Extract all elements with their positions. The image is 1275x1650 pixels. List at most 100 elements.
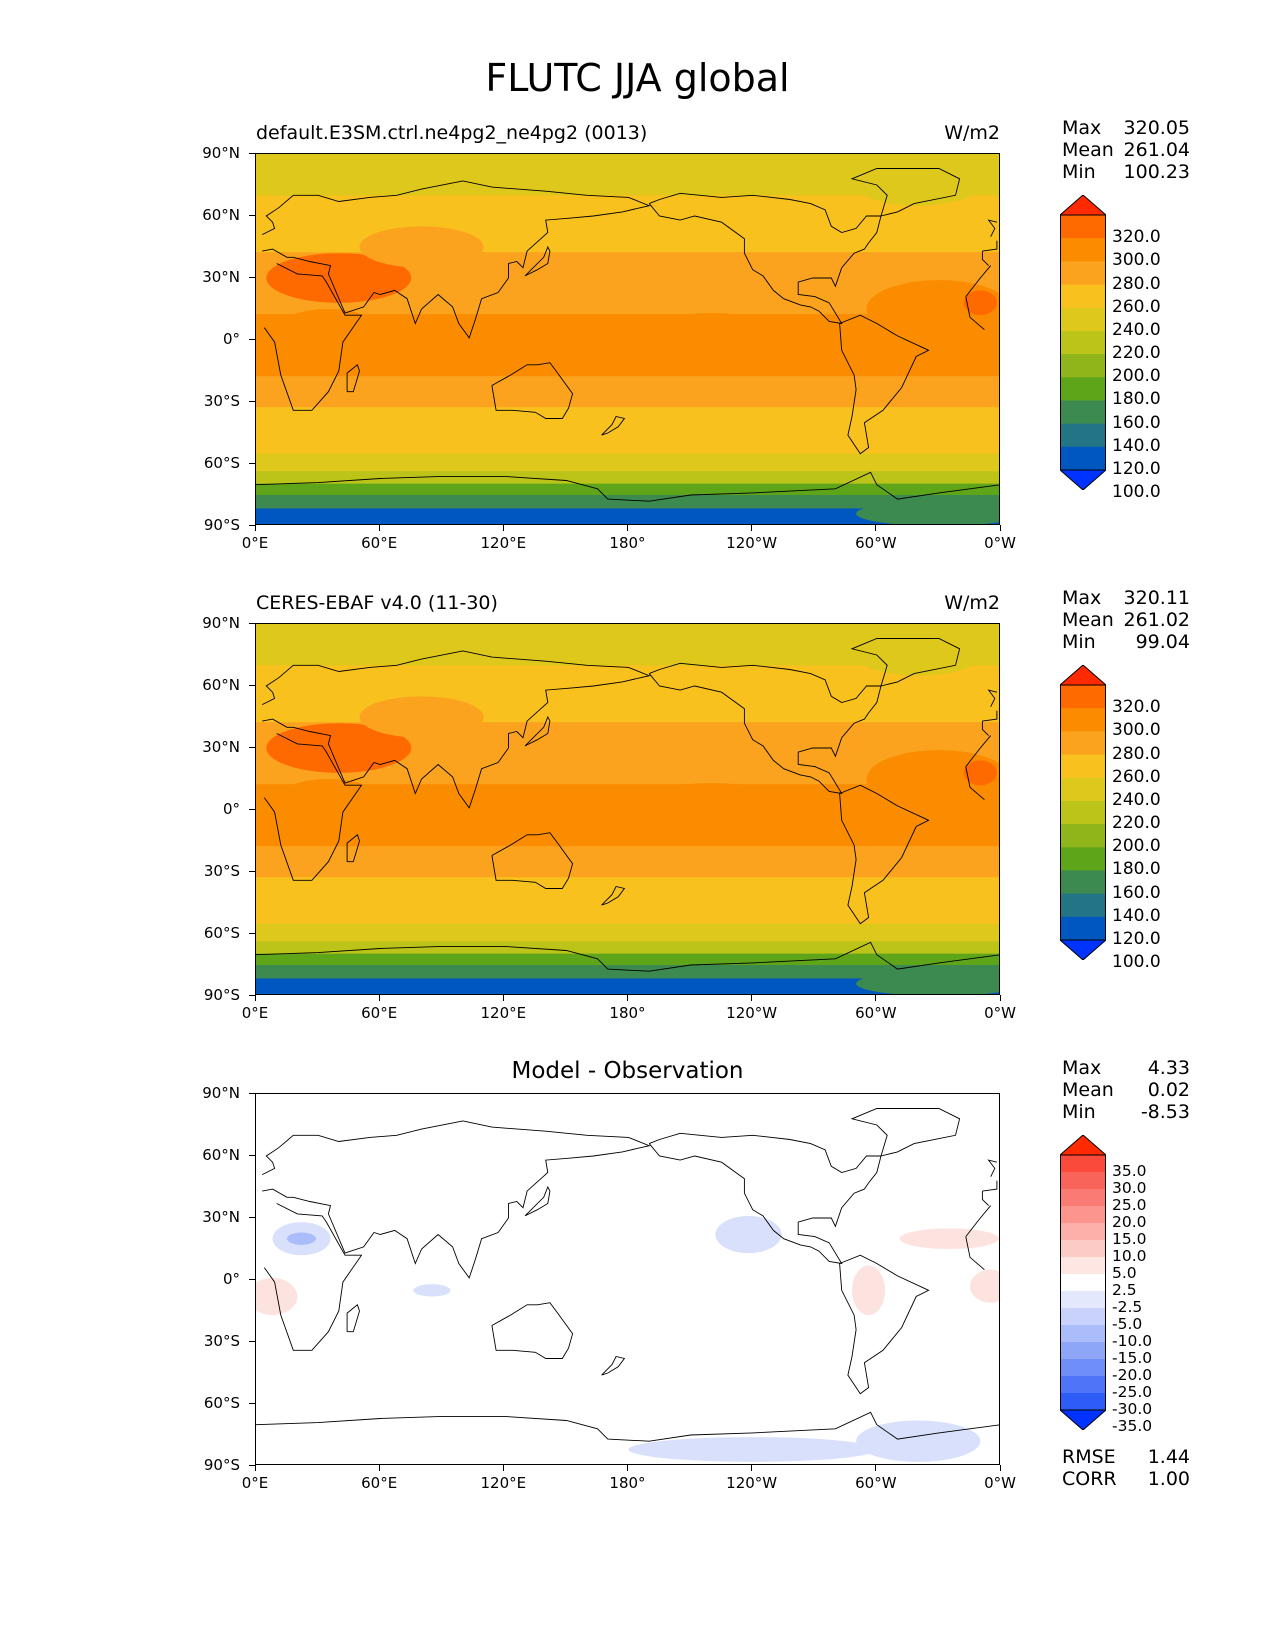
zonal-band	[256, 846, 999, 878]
lon-tick-mark	[875, 1465, 877, 1471]
colorbar-tick-label: 15.0	[1112, 1230, 1147, 1248]
field-contour	[359, 226, 484, 268]
field-contour	[856, 501, 999, 524]
lon-tick-mark	[378, 525, 380, 531]
colorbar-box	[1060, 800, 1106, 825]
colorbar-box	[1060, 1325, 1106, 1343]
colorbar-box	[1060, 685, 1106, 709]
lat-tick-label: 0°	[222, 1270, 240, 1288]
diff-contour	[969, 1269, 999, 1303]
lat-tick-mark	[249, 684, 255, 686]
zonal-band	[256, 624, 999, 646]
lat-tick-mark	[249, 462, 255, 464]
lat-tick-mark	[249, 1340, 255, 1342]
model-map	[255, 153, 1000, 525]
lon-tick-mark	[254, 1465, 256, 1471]
coastline-australia	[491, 362, 574, 419]
colorbar-tick-label: 280.0	[1112, 273, 1161, 294]
zonal-band	[256, 495, 999, 509]
zonal-band	[256, 471, 999, 485]
coastline-samerica	[839, 1254, 930, 1395]
colorbar-extend-top	[1058, 194, 1108, 216]
stat-min-value: -8.53	[1140, 1101, 1190, 1123]
diff-contour	[256, 1277, 298, 1316]
coastline-africa	[965, 735, 992, 767]
colorbar-tick-label: 100.0	[1112, 482, 1161, 503]
colorbar-tick-label: 35.0	[1112, 1162, 1147, 1180]
diff-contour	[413, 1284, 451, 1297]
colorbar-tick-label: 20.0	[1112, 1213, 1147, 1231]
zonal-band	[256, 483, 999, 496]
colorbar-box	[1060, 708, 1106, 732]
coastline-namerica	[648, 662, 882, 795]
colorbar-tick-label: 200.0	[1112, 836, 1161, 857]
coastline-namerica	[648, 1132, 882, 1265]
field-contour	[856, 971, 999, 994]
colorbar-tick-label: 180.0	[1112, 389, 1161, 410]
colorbar-box	[1060, 1206, 1106, 1224]
colorbar-tick-label: 280.0	[1112, 743, 1161, 764]
lon-tick-label: 120°E	[480, 1004, 527, 1022]
lat-tick-mark	[249, 1278, 255, 1280]
lat-tick-mark	[249, 622, 255, 624]
lat-tick-mark	[249, 1464, 255, 1466]
colorbar-frame	[1060, 214, 1106, 471]
stat-label: Min	[1062, 1101, 1096, 1123]
lon-tick-mark	[999, 995, 1001, 1001]
field-contour	[825, 329, 929, 371]
colorbar-box	[1060, 1172, 1106, 1190]
lat-tick-label: 60°S	[203, 1394, 240, 1412]
lon-tick-label: 180°	[609, 1004, 646, 1022]
stat-label: Max	[1062, 1057, 1102, 1079]
colorbar-tick-label: -35.0	[1112, 1417, 1153, 1435]
stat-label: Min	[1062, 161, 1096, 183]
colorbar-tick-label: 220.0	[1112, 813, 1161, 834]
coastline-namerica	[648, 192, 882, 325]
colorbar-tick-label: 220.0	[1112, 343, 1161, 364]
colorbar-box	[1060, 1189, 1106, 1207]
colorbar-box	[1060, 893, 1106, 918]
coastline-eurasia	[261, 650, 651, 809]
field-contour	[856, 164, 981, 206]
coastline-eurasia	[981, 1191, 989, 1206]
lat-tick-label: 30°N	[202, 268, 240, 286]
coastline-uk	[987, 689, 998, 707]
lat-tick-label: 60°S	[203, 924, 240, 942]
field-contour	[266, 253, 412, 303]
diff-panel-title: Model - Observation	[511, 1058, 744, 1084]
colorbar-box	[1060, 238, 1106, 262]
colorbar-tick-label: 160.0	[1112, 882, 1161, 903]
lon-tick-label: 0°W	[984, 1004, 1016, 1022]
field-contour	[963, 760, 997, 786]
coastline-greenland	[850, 638, 961, 687]
coastline-australia	[491, 832, 574, 889]
colorbar-tick-label: 300.0	[1112, 720, 1161, 741]
coastline-samerica	[839, 784, 930, 925]
metric-label: RMSE	[1062, 1446, 1116, 1468]
coastline-madagascar	[346, 834, 360, 863]
lat-tick-mark	[249, 214, 255, 216]
zonal-band	[256, 174, 999, 196]
colorbar-tick-label: 180.0	[1112, 859, 1161, 880]
lat-tick-label: 60°N	[202, 1146, 240, 1164]
zonal-band	[256, 941, 999, 955]
colorbar-box	[1060, 1257, 1106, 1275]
lat-tick-label: 30°S	[203, 862, 240, 880]
colorbar-box	[1060, 824, 1106, 848]
coastline-nz	[601, 1355, 626, 1376]
colorbar-box	[1060, 261, 1106, 286]
colorbar-tick-label: 200.0	[1112, 366, 1161, 387]
obs-map	[255, 623, 1000, 995]
stat-mean-value: 0.02	[1147, 1079, 1190, 1101]
lon-tick-label: 180°	[609, 534, 646, 552]
stat-min-value: 99.04	[1135, 631, 1190, 653]
diff-contour	[852, 1265, 886, 1316]
colorbar-tick-label: 160.0	[1112, 412, 1161, 433]
lon-tick-label: 60°W	[855, 534, 897, 552]
lat-tick-label: 90°N	[202, 1084, 240, 1102]
lat-tick-mark	[249, 932, 255, 934]
obs-panel-units: W/m2	[944, 592, 1000, 614]
lat-tick-mark	[249, 1402, 255, 1404]
colorbar-box	[1060, 1155, 1106, 1173]
lon-tick-label: 60°E	[361, 1474, 398, 1492]
